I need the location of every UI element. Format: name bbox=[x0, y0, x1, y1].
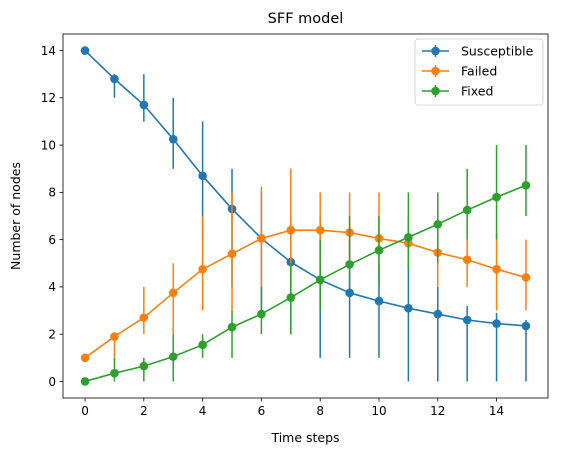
susceptible-point bbox=[345, 288, 354, 298]
x-axis: 0 2 4 6 8 10 12 14 bbox=[81, 398, 504, 418]
fixed-point bbox=[315, 275, 325, 285]
series-fixed bbox=[80, 145, 531, 386]
x-tick-label: 8 bbox=[316, 404, 324, 418]
susceptible-point bbox=[492, 319, 501, 328]
susceptible-point bbox=[198, 171, 207, 181]
y-axis-label: Number of nodes bbox=[8, 162, 23, 270]
x-tick-label: 2 bbox=[140, 404, 148, 418]
susceptible-line bbox=[84, 49, 527, 327]
fixed-point bbox=[374, 245, 384, 255]
failed-point bbox=[110, 332, 119, 341]
susceptible-point bbox=[168, 134, 178, 144]
failed-line bbox=[84, 229, 527, 359]
susceptible-point bbox=[462, 315, 472, 325]
fixed-point bbox=[462, 205, 472, 215]
legend-marker-failed bbox=[431, 66, 440, 76]
failed-point bbox=[492, 264, 501, 274]
legend: Susceptible Failed Fixed bbox=[414, 38, 544, 106]
legend-marker-fixed bbox=[431, 86, 440, 96]
fixed-point bbox=[227, 322, 237, 332]
x-tick-label: 0 bbox=[81, 404, 89, 418]
series-failed bbox=[80, 168, 531, 363]
y-tick-label: 6 bbox=[48, 233, 56, 247]
failed-point bbox=[462, 255, 472, 265]
y-tick-label: 4 bbox=[48, 280, 56, 294]
fixed-point bbox=[286, 293, 296, 302]
failed-point bbox=[227, 249, 237, 259]
legend-item-fixed: Fixed bbox=[422, 84, 493, 99]
legend-label-failed: Failed bbox=[461, 64, 497, 79]
y-tick-label: 2 bbox=[48, 327, 56, 341]
fixed-point bbox=[198, 340, 207, 350]
plot-frame bbox=[62, 33, 549, 399]
y-tick-label: 8 bbox=[48, 186, 56, 200]
failed-point bbox=[257, 234, 266, 243]
chart-title: SFF model bbox=[268, 11, 344, 27]
fixed-point bbox=[110, 368, 119, 378]
susceptible-point bbox=[404, 303, 413, 313]
fixed-line bbox=[84, 184, 527, 383]
fixed-point bbox=[433, 219, 443, 229]
failed-point bbox=[80, 353, 90, 363]
fixed-point bbox=[80, 377, 90, 386]
y-tick-label: 12 bbox=[41, 91, 56, 105]
x-tick-label: 6 bbox=[258, 404, 266, 418]
fixed-point bbox=[168, 352, 178, 361]
y-tick-label: 0 bbox=[48, 375, 56, 389]
x-tick-label: 12 bbox=[430, 404, 445, 418]
failed-point bbox=[198, 264, 207, 274]
susceptible-point bbox=[110, 74, 119, 84]
susceptible-point bbox=[521, 321, 531, 331]
y-tick-label: 10 bbox=[41, 138, 56, 152]
fixed-point bbox=[345, 260, 354, 269]
susceptible-point bbox=[139, 100, 149, 110]
x-tick-label: 10 bbox=[371, 404, 386, 418]
y-tick-label: 14 bbox=[41, 44, 56, 58]
x-tick-label: 14 bbox=[489, 404, 504, 418]
x-axis-label: Time steps bbox=[270, 430, 339, 445]
failed-point bbox=[139, 313, 149, 322]
failed-point bbox=[168, 288, 178, 298]
legend-box bbox=[414, 38, 544, 106]
y-axis: 0 2 4 6 8 10 12 14 bbox=[41, 44, 63, 389]
failed-point bbox=[315, 225, 325, 235]
fixed-point bbox=[521, 180, 531, 190]
plot-marks bbox=[80, 46, 531, 386]
susceptible-point bbox=[80, 46, 90, 55]
legend-item-susceptible: Susceptible bbox=[422, 44, 534, 59]
fixed-point bbox=[139, 361, 149, 371]
failed-point bbox=[286, 225, 296, 235]
susceptible-point bbox=[374, 296, 384, 306]
fixed-point bbox=[492, 192, 501, 202]
legend-label-fixed: Fixed bbox=[461, 84, 493, 99]
x-tick-label: 4 bbox=[199, 404, 207, 418]
susceptible-point bbox=[433, 309, 443, 319]
legend-item-failed: Failed bbox=[422, 64, 497, 79]
failed-point bbox=[521, 273, 531, 282]
legend-marker-susceptible bbox=[431, 46, 440, 56]
fixed-point bbox=[404, 232, 413, 242]
fixed-point bbox=[257, 309, 266, 319]
legend-label-susceptible: Susceptible bbox=[461, 44, 534, 59]
